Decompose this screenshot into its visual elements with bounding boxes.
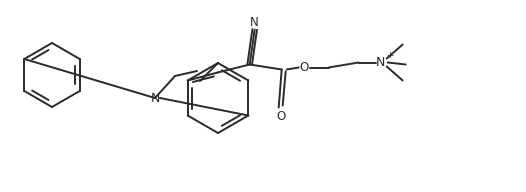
Text: N: N (376, 56, 386, 69)
Text: N: N (250, 16, 259, 29)
Text: O: O (276, 110, 285, 123)
Text: +: + (386, 51, 393, 60)
Text: O: O (299, 61, 308, 74)
Text: N: N (150, 92, 160, 104)
